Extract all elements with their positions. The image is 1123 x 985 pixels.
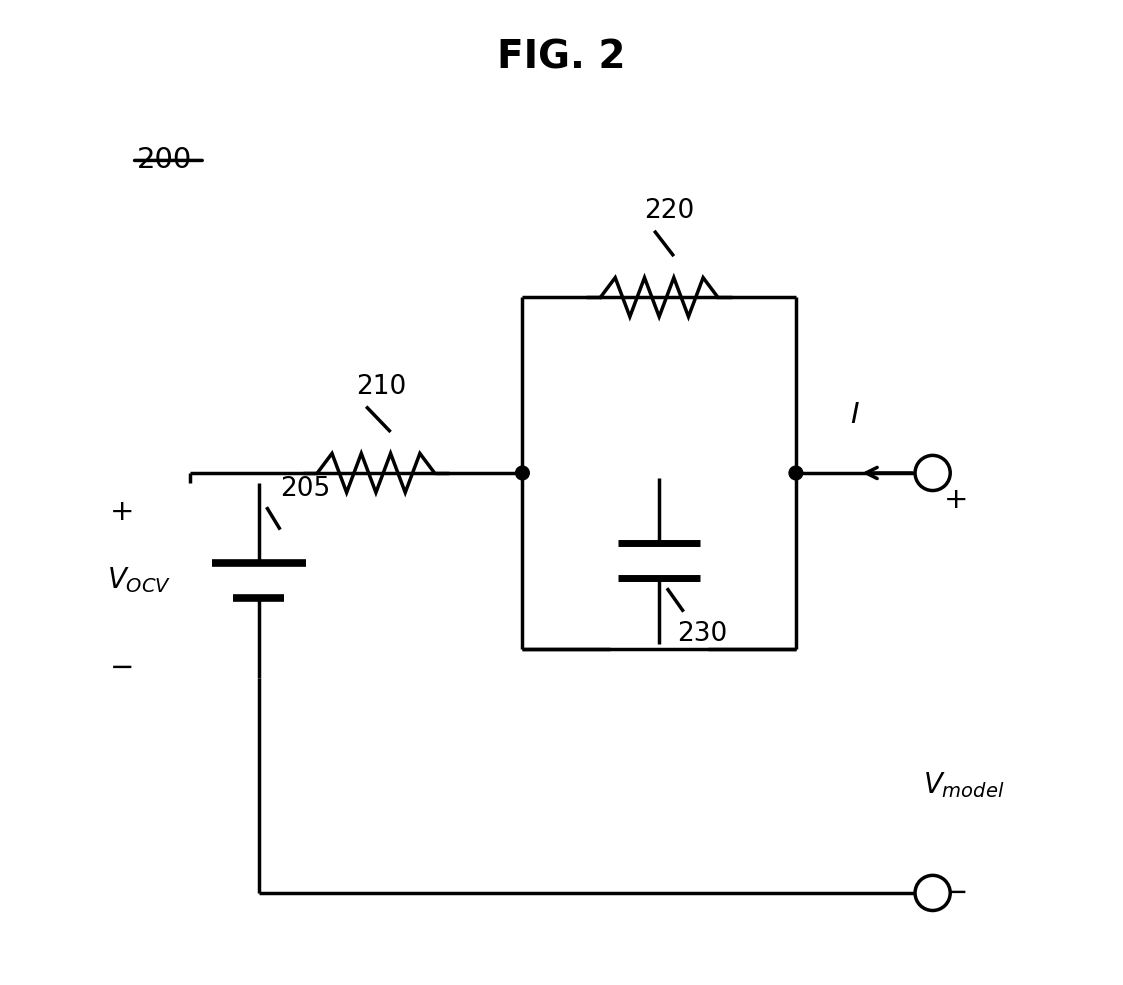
Text: 210: 210 — [356, 373, 407, 400]
Circle shape — [915, 876, 950, 910]
Text: −: − — [110, 654, 134, 683]
Text: I: I — [850, 401, 859, 429]
Circle shape — [515, 466, 529, 480]
Text: 230: 230 — [677, 622, 727, 647]
Text: 200: 200 — [137, 146, 192, 173]
Text: +: + — [110, 498, 135, 526]
Text: −: − — [944, 879, 969, 907]
Text: FIG. 2: FIG. 2 — [497, 38, 626, 77]
Circle shape — [789, 466, 803, 480]
Text: $V_{OCV}$: $V_{OCV}$ — [108, 565, 172, 595]
Text: +: + — [944, 487, 969, 514]
Text: 220: 220 — [645, 198, 695, 224]
Text: 205: 205 — [281, 477, 330, 502]
Circle shape — [915, 455, 950, 491]
Text: $V_{model}$: $V_{model}$ — [923, 770, 1004, 801]
